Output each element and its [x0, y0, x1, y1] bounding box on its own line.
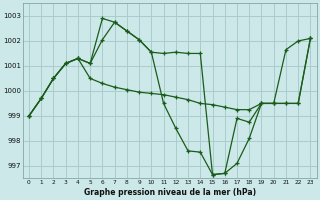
X-axis label: Graphe pression niveau de la mer (hPa): Graphe pression niveau de la mer (hPa): [84, 188, 256, 197]
